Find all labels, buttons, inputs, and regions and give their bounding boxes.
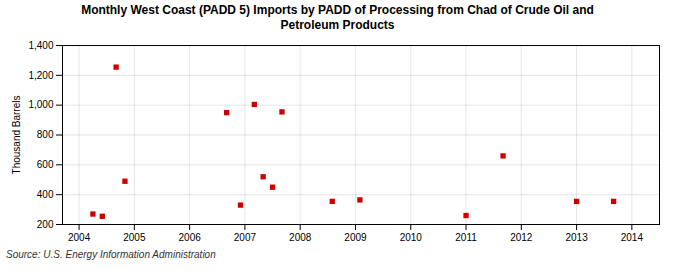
svg-text:2010: 2010 xyxy=(400,232,423,243)
svg-text:1,200: 1,200 xyxy=(28,70,53,81)
svg-text:Thousand Barrels: Thousand Barrels xyxy=(11,96,22,175)
svg-text:2014: 2014 xyxy=(621,232,644,243)
svg-text:2011: 2011 xyxy=(455,232,477,243)
html-text:Monthly West Coast (PADD 5) Im: Monthly West Coast (PADD 5) Imports by P… xyxy=(81,3,594,32)
svg-text:1,400: 1,400 xyxy=(28,40,53,51)
svg-text:2005: 2005 xyxy=(123,232,146,243)
svg-text:600: 600 xyxy=(37,159,54,170)
svg-text:2006: 2006 xyxy=(179,232,202,243)
html-text:Source: U.S. Energy Informatio: Source: U.S. Energy Information Administ… xyxy=(6,249,216,260)
svg-text:2007: 2007 xyxy=(234,232,257,243)
svg-text:2012: 2012 xyxy=(510,232,533,243)
svg-text:1,000: 1,000 xyxy=(28,99,53,110)
svg-text:2013: 2013 xyxy=(565,232,588,243)
svg-text:800: 800 xyxy=(37,129,54,140)
svg-text:400: 400 xyxy=(37,189,54,200)
svg-text:2008: 2008 xyxy=(289,232,312,243)
svg-text:200: 200 xyxy=(37,219,54,230)
svg-text:2009: 2009 xyxy=(344,232,367,243)
svg-text:2004: 2004 xyxy=(68,232,91,243)
